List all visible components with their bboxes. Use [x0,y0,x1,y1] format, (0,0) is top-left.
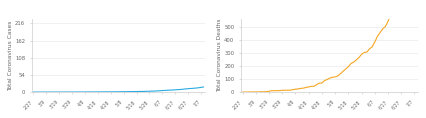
Y-axis label: Total Coronavirus Deaths: Total Coronavirus Deaths [216,19,222,92]
Y-axis label: Total Coronavirus Cases: Total Coronavirus Cases [8,20,13,91]
